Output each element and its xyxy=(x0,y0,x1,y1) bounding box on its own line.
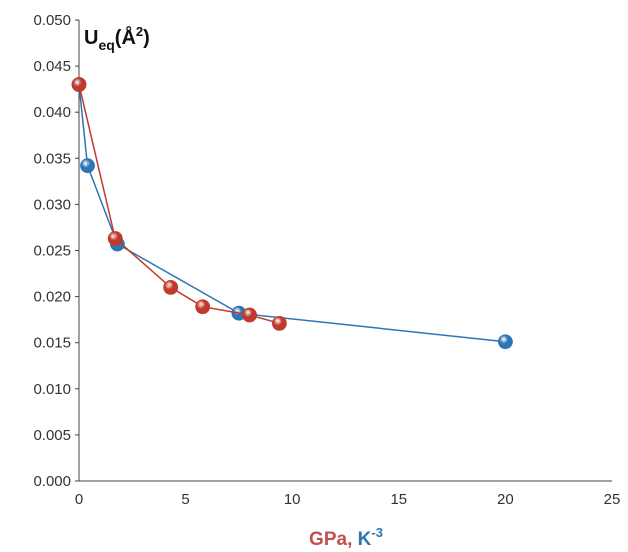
series-layer xyxy=(71,77,513,350)
y-tick-label: 0.000 xyxy=(33,473,71,490)
x-tick-label: 25 xyxy=(604,491,621,508)
y-axis-title-main: U xyxy=(84,27,98,49)
x-axis-ticks: 0 5 10 15 20 25 xyxy=(75,491,621,508)
x-axis-title-separator: , xyxy=(347,529,358,550)
y-tick-label: 0.045 xyxy=(33,58,71,75)
series-line xyxy=(78,84,280,325)
y-tick-label: 0.025 xyxy=(33,243,71,260)
data-point xyxy=(242,307,257,323)
x-axis-title: GPa, K-3 xyxy=(309,525,383,550)
y-tick-label: 0.020 xyxy=(33,289,71,306)
y-tick-label: 0.040 xyxy=(33,104,71,121)
x-axis-title-gpa: GPa xyxy=(309,529,347,550)
x-tick-label: 10 xyxy=(284,491,301,508)
y-tick-label: 0.015 xyxy=(33,335,71,352)
data-point xyxy=(272,315,287,331)
y-axis-title: Ueq(Å2) xyxy=(84,24,150,53)
data-point xyxy=(71,77,87,92)
x-tick-label: 5 xyxy=(181,491,189,508)
series-line xyxy=(78,84,506,343)
y-axis-title-unit: (Å xyxy=(115,25,136,49)
x-axis-title-superscript: -3 xyxy=(371,525,383,540)
y-tick-label: 0.005 xyxy=(33,427,71,444)
data-point xyxy=(195,299,211,315)
x-tick-label: 0 xyxy=(75,491,83,508)
y-tick-label: 0.030 xyxy=(33,196,71,213)
y-tick-label: 0.010 xyxy=(33,381,71,398)
x-axis-title-k: K xyxy=(358,529,372,550)
x-tick-label: 15 xyxy=(390,491,407,508)
data-point xyxy=(80,158,95,174)
y-axis-title-superscript: 2 xyxy=(136,24,143,39)
y-axis-title-close: ) xyxy=(143,27,150,49)
data-point xyxy=(497,334,513,350)
x-tick-label: 20 xyxy=(497,491,514,508)
y-axis-title-subscript: eq xyxy=(98,37,114,53)
data-point xyxy=(163,279,179,295)
y-tick-label: 0.035 xyxy=(33,150,71,167)
data-point xyxy=(107,231,123,246)
y-tick-label: 0.050 xyxy=(33,12,71,29)
y-axis-ticks: 0.000 0.005 0.010 0.015 0.020 0.025 0.030 0.035… xyxy=(33,12,79,490)
